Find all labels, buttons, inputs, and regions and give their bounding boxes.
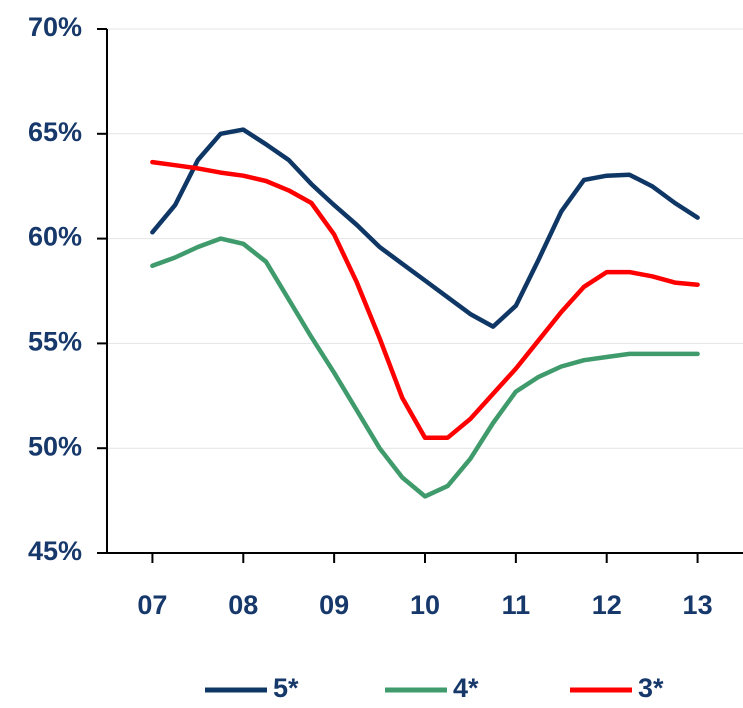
y-tick-label: 45% — [28, 536, 82, 566]
legend-label: 3* — [638, 673, 664, 703]
legend-label: 5* — [273, 673, 299, 703]
x-tick-label: 08 — [228, 590, 258, 620]
series-line — [150, 127, 700, 329]
x-tick-label: 11 — [502, 590, 531, 620]
x-tick-label: 10 — [410, 590, 440, 620]
x-tick-label: 13 — [683, 590, 713, 620]
series-line — [150, 159, 700, 440]
series-line — [150, 236, 700, 499]
x-tick-label: 12 — [592, 590, 622, 620]
x-tick-label: 09 — [319, 590, 349, 620]
x-tick-label: 07 — [137, 590, 167, 620]
y-tick-label: 50% — [28, 431, 82, 461]
y-tick-label: 70% — [28, 12, 82, 42]
y-tick-label: 60% — [28, 222, 82, 252]
y-tick-label: 55% — [28, 327, 82, 357]
legend-label: 4* — [453, 673, 479, 703]
y-tick-label: 65% — [28, 117, 82, 147]
